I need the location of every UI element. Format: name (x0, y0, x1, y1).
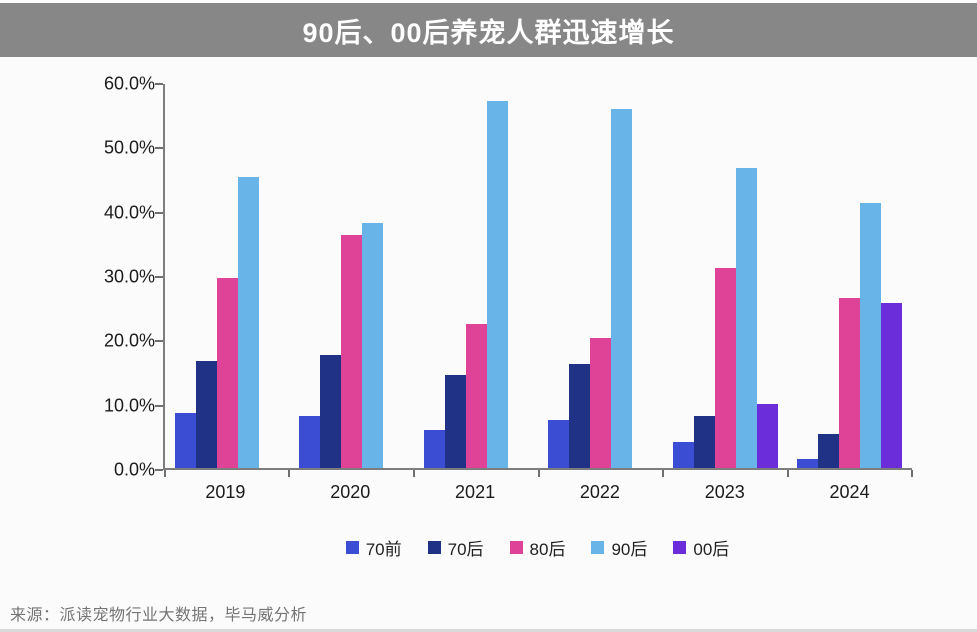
legend-label-post-90s: 90后 (611, 539, 648, 559)
legend-swatch-pre-70s (345, 540, 359, 554)
bars-2019 (174, 84, 280, 468)
bar-group-2023 (663, 84, 788, 468)
legend-swatch-post-90s (591, 540, 605, 554)
x-axis-tick (661, 470, 664, 477)
y-axis-tick (155, 404, 163, 407)
bar-post-00s-2023 (756, 403, 778, 468)
bar-pre-70s-2020 (299, 415, 321, 468)
bar-group-2022 (539, 84, 664, 468)
y-axis-label: 0.0% (113, 459, 155, 480)
x-axis-label-2022: 2022 (579, 482, 620, 502)
y-axis-tick (155, 276, 163, 278)
x-axis-tick (537, 470, 540, 477)
legend-swatch-post-80s (509, 540, 523, 554)
x-axis-tick (288, 470, 291, 477)
bar-pre-70s-2021 (423, 430, 445, 468)
x-axis-label-2020: 2020 (330, 482, 371, 502)
y-axis-tick (155, 147, 163, 150)
bar-post-70s-2023 (693, 415, 715, 468)
x-axis-labels: 2019 2020 2021 2022 2023 2024 (163, 482, 912, 512)
y-axis-tick (155, 83, 163, 85)
x-axis-label-2024: 2024 (829, 482, 870, 502)
bar-pre-70s-2024 (797, 459, 819, 468)
y-axis-label: 50.0% (103, 137, 155, 158)
y-axis-label: 20.0% (103, 330, 155, 351)
bar-post-80s-2022 (590, 338, 612, 468)
chart-title: 90后、00后养宠人群迅速增长 (302, 17, 675, 48)
x-axis-tick (412, 470, 415, 477)
bar-post-70s-2024 (818, 433, 840, 468)
x-axis-tick (786, 470, 789, 477)
bar-pre-70s-2019 (174, 412, 196, 468)
y-axis-label: 60.0% (103, 73, 155, 94)
y-axis-label: 40.0% (103, 202, 155, 223)
bar-groups (165, 84, 912, 468)
chart-title-band: 90后、00后养宠人群迅速增长 (0, 3, 977, 57)
x-axis-label-2019: 2019 (205, 482, 246, 502)
bar-post-00s-2024 (881, 303, 903, 468)
legend-item-post-90s: 90后 (591, 535, 647, 560)
legend: 70前 70后 80后 90后 00后 (163, 535, 912, 560)
bars-2021 (423, 84, 529, 468)
bar-post-90s-2024 (860, 202, 882, 468)
plot-area (155, 83, 913, 477)
bar-group-2020 (290, 84, 415, 468)
y-axis-tick (155, 469, 163, 471)
legend-label-post-80s: 80后 (529, 539, 566, 559)
y-axis-tick (155, 211, 163, 214)
bar-post-90s-2020 (362, 222, 384, 468)
legend-item-post-00s: 00后 (673, 535, 729, 560)
bar-group-2019 (165, 84, 290, 468)
y-axis-tick (155, 340, 163, 343)
legend-item-post-80s: 80后 (509, 535, 566, 560)
bar-pre-70s-2022 (548, 420, 570, 468)
bar-post-90s-2021 (486, 101, 508, 468)
bars-2023 (672, 84, 778, 468)
x-axis-label-2023: 2023 (704, 482, 745, 502)
bar-post-80s-2019 (216, 278, 238, 468)
legend-label-post-70s: 70后 (447, 539, 484, 559)
bar-post-80s-2023 (714, 267, 736, 468)
bar-pre-70s-2023 (672, 441, 694, 468)
bar-post-90s-2019 (237, 177, 259, 468)
bars-2020 (299, 84, 404, 468)
legend-item-pre-70s: 70前 (345, 535, 402, 560)
bar-post-70s-2020 (320, 355, 342, 468)
bar-post-70s-2022 (569, 364, 591, 468)
x-axis-label-2021: 2021 (455, 482, 496, 502)
legend-swatch-post-70s (427, 540, 441, 554)
bars-2024 (797, 84, 903, 468)
bar-post-80s-2021 (465, 323, 487, 468)
bar-post-70s-2021 (444, 375, 466, 468)
bars-2022 (548, 84, 653, 468)
bar-post-90s-2023 (735, 167, 757, 468)
bar-group-2024 (788, 84, 913, 468)
x-axis-tick (164, 470, 166, 477)
y-axis-label: 10.0% (103, 395, 155, 416)
bar-post-80s-2020 (341, 235, 363, 468)
bar-group-2021 (414, 84, 539, 468)
bar-post-90s-2022 (611, 109, 633, 468)
y-axis-label: 30.0% (103, 266, 155, 287)
legend-label-pre-70s: 70前 (365, 539, 402, 559)
bar-post-70s-2019 (195, 361, 217, 468)
legend-label-post-00s: 00后 (693, 539, 730, 559)
x-axis-tick (911, 470, 913, 477)
legend-item-post-70s: 70后 (427, 535, 484, 560)
y-axis-labels: 0.0% 10.0% 20.0% 30.0% 40.0% 50.0% 60.0% (0, 74, 155, 480)
legend-swatch-post-00s (673, 540, 687, 554)
source-note: 来源：派读宠物行业大数据，毕马威分析 (10, 607, 308, 624)
bar-post-80s-2024 (839, 297, 861, 468)
